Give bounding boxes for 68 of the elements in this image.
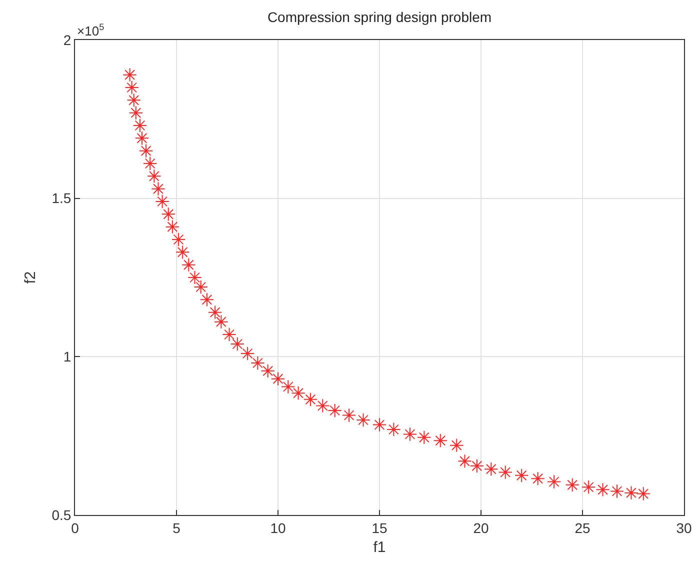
point — [250, 356, 265, 370]
point — [417, 430, 432, 445]
point — [386, 422, 401, 437]
chart-title: Compression spring design problem — [267, 8, 492, 25]
point — [328, 403, 342, 418]
point — [171, 232, 186, 247]
point — [610, 484, 624, 498]
point — [316, 398, 330, 413]
point — [151, 182, 166, 196]
point — [530, 471, 545, 486]
point — [281, 380, 296, 394]
y-tick-label: 1 — [63, 348, 72, 365]
point — [458, 454, 472, 468]
point — [124, 80, 139, 95]
x-tick-label: 0 — [71, 520, 80, 536]
point — [636, 486, 650, 501]
point — [214, 314, 228, 329]
point — [581, 480, 596, 494]
point — [514, 468, 529, 483]
point — [470, 458, 484, 474]
point — [155, 194, 170, 209]
point — [291, 386, 306, 400]
point — [484, 462, 498, 476]
y-tick-label: 2 — [63, 32, 72, 48]
point — [624, 486, 638, 500]
point — [200, 292, 214, 307]
point — [134, 131, 150, 146]
point — [122, 68, 137, 82]
point — [194, 280, 208, 294]
point — [126, 93, 141, 108]
point — [240, 346, 255, 361]
point — [372, 418, 387, 432]
point — [132, 118, 148, 133]
y-axis-title: f2 — [22, 271, 39, 284]
point — [182, 258, 196, 272]
point — [161, 207, 176, 222]
point — [356, 412, 370, 428]
x-tick-label: 15 — [372, 520, 388, 536]
point — [147, 169, 162, 184]
point — [208, 305, 222, 320]
point — [402, 427, 418, 442]
y-tick-label: 1.5 — [52, 190, 72, 206]
point — [546, 474, 562, 489]
point — [128, 106, 143, 120]
point — [188, 270, 202, 285]
text: ×10$^{5}$ — [77, 22, 104, 38]
x-axis-title: f1 — [373, 538, 386, 556]
point — [165, 220, 180, 234]
point — [342, 408, 356, 422]
point — [498, 465, 512, 480]
x-tick-label: 20 — [473, 520, 489, 536]
x-tick-label: 10 — [270, 520, 286, 536]
point — [433, 433, 448, 448]
x-tick-label: 5 — [172, 520, 181, 536]
point — [260, 364, 275, 378]
point — [143, 156, 158, 171]
point — [450, 438, 464, 452]
x-tick-label: 30 — [676, 520, 692, 536]
point — [175, 245, 190, 260]
point — [222, 327, 236, 342]
point — [138, 144, 154, 158]
point — [270, 372, 286, 386]
point — [565, 478, 580, 492]
point — [303, 392, 318, 407]
point — [596, 482, 610, 497]
y-tick-label: 0.5 — [52, 506, 72, 523]
point — [230, 336, 244, 352]
x-tick-label: 25 — [574, 520, 590, 536]
